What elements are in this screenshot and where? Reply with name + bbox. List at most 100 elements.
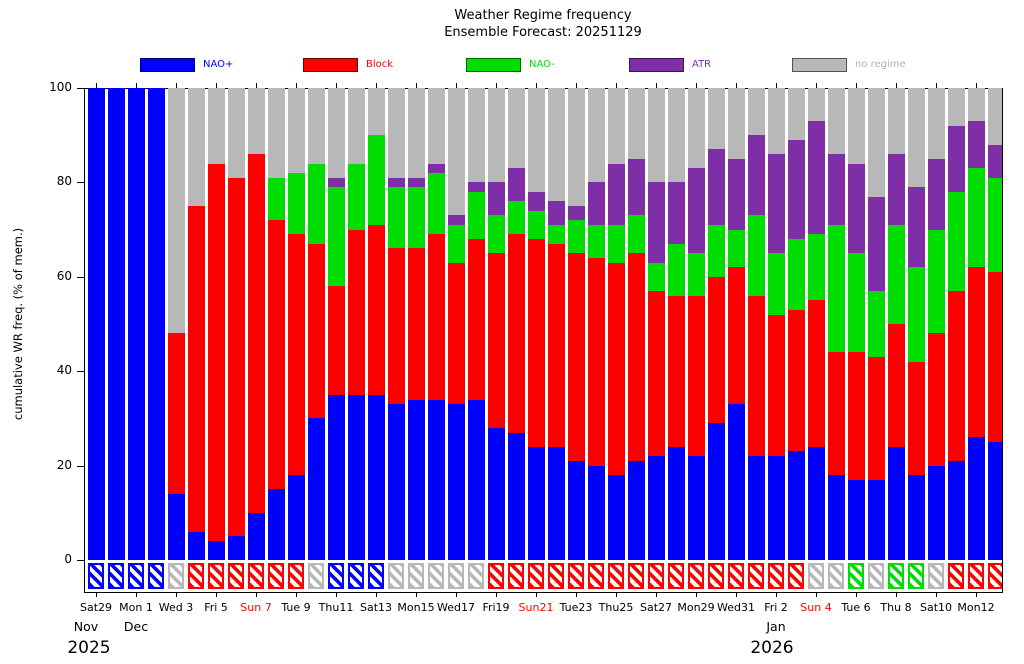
bar-segment-nao_plus — [587, 465, 605, 560]
legend-swatch-atr — [629, 58, 684, 72]
bar-segment-atr — [827, 154, 845, 225]
bar-segment-none — [827, 88, 845, 155]
bar-segment-nao_plus — [307, 418, 325, 560]
x-tick — [376, 592, 377, 597]
bar-segment-nao_plus — [907, 475, 925, 560]
dominant-regime-box-block — [188, 563, 204, 589]
bar-segment-block — [487, 253, 505, 428]
bar-segment-none — [327, 88, 345, 178]
chart-title: Weather Regime frequency — [454, 8, 632, 23]
dominant-regime-box-block — [528, 563, 544, 589]
bar-segment-block — [867, 357, 885, 480]
bar-segment-nao_minus — [407, 187, 425, 249]
bar-segment-nao_plus — [507, 432, 525, 560]
bar-segment-atr — [607, 163, 625, 225]
bar-segment-block — [707, 276, 725, 424]
dominant-regime-box-block — [288, 563, 304, 589]
y-tick-label: 60 — [56, 268, 72, 283]
x-tick — [136, 592, 137, 597]
dominant-regime-box-none — [388, 563, 404, 589]
dominant-regime-box-block — [648, 563, 664, 589]
dominant-regime-box-block — [768, 563, 784, 589]
bar-segment-none — [287, 88, 305, 173]
y-tick-label: 20 — [56, 457, 72, 472]
bar-segment-nao_plus — [667, 446, 685, 560]
bar-segment-nao_plus — [487, 427, 505, 560]
bar-segment-none — [487, 88, 505, 183]
bar-segment-atr — [767, 154, 785, 254]
bar-segment-block — [967, 267, 985, 438]
bar-segment-atr — [327, 177, 345, 188]
dominant-regime-box-block — [488, 563, 504, 589]
x-tick-top — [816, 83, 817, 88]
bar-segment-nao_plus — [887, 446, 905, 560]
bar-segment-block — [267, 220, 285, 490]
bar-segment-nao_plus — [767, 456, 785, 560]
dominant-regime-box-nao_plus — [108, 563, 124, 589]
dominant-regime-box-none — [468, 563, 484, 589]
dominant-regime-box-block — [948, 563, 964, 589]
bar-segment-nao_minus — [507, 201, 525, 235]
legend-label-nao_minus: NAO- — [529, 59, 555, 70]
dominant-regime-box-nao_plus — [148, 563, 164, 589]
dominant-regime-box-nao_minus — [848, 563, 864, 589]
dominant-regime-box-block — [748, 563, 764, 589]
legend-swatch-nao_plus — [140, 58, 195, 72]
bar-segment-atr — [467, 182, 485, 192]
bar-segment-atr — [727, 158, 745, 230]
dominant-regime-box-none — [408, 563, 424, 589]
bar-segment-nao_minus — [787, 239, 805, 310]
dominant-regime-box-block — [968, 563, 984, 589]
dominant-regime-box-block — [688, 563, 704, 589]
bar-segment-nao_minus — [447, 224, 465, 263]
bar-segment-atr — [807, 121, 825, 235]
x-tick-top — [976, 83, 977, 88]
bar-segment-nao_minus — [527, 210, 545, 240]
bar-segment-none — [667, 88, 685, 183]
y-tick — [77, 465, 84, 467]
bar-segment-nao_plus — [87, 88, 105, 560]
y-tick-label: 80 — [56, 174, 72, 189]
bar-segment-block — [567, 253, 585, 461]
x-tick — [976, 592, 977, 597]
bar-segment-nao_plus — [407, 399, 425, 560]
bar-segment-nao_minus — [747, 215, 765, 296]
x-tick-top — [296, 83, 297, 88]
bar-segment-none — [447, 88, 465, 216]
month-label: Dec — [123, 619, 149, 634]
bar-segment-block — [367, 224, 385, 395]
bar-segment-atr — [447, 215, 465, 225]
x-tick-top — [496, 83, 497, 88]
x-tick-label: Fri 5 — [204, 601, 228, 614]
bar-segment-none — [587, 88, 605, 183]
x-tick-top — [616, 83, 617, 88]
x-tick-top — [536, 83, 537, 88]
bar-segment-nao_plus — [807, 446, 825, 560]
dominant-regime-box-nao_plus — [328, 563, 344, 589]
year-label: 2026 — [750, 638, 794, 658]
bar-segment-block — [987, 272, 1002, 442]
x-tick-top — [656, 83, 657, 88]
x-tick-top — [576, 83, 577, 88]
x-tick-top — [736, 83, 737, 88]
bar-segment-nao_minus — [607, 224, 625, 263]
bar-segment-block — [387, 248, 405, 405]
bar-segment-nao_minus — [907, 267, 925, 362]
dominant-regime-box-block — [228, 563, 244, 589]
x-tick-label: Mon15 — [397, 601, 435, 614]
bar-segment-atr — [987, 144, 1002, 178]
x-tick-top — [696, 83, 697, 88]
x-tick — [296, 592, 297, 597]
bar-segment-block — [847, 352, 865, 480]
bar-segment-none — [467, 88, 485, 183]
x-tick-label: Wed 3 — [158, 601, 194, 614]
dominant-regime-box-block — [728, 563, 744, 589]
x-tick-top — [856, 83, 857, 88]
bar-segment-none — [767, 88, 785, 155]
bar-segment-nao_minus — [827, 224, 845, 353]
y-tick — [77, 371, 84, 373]
bar-segment-none — [227, 88, 245, 178]
bar-segment-nao_plus — [627, 460, 645, 560]
bar-segment-block — [547, 243, 565, 447]
